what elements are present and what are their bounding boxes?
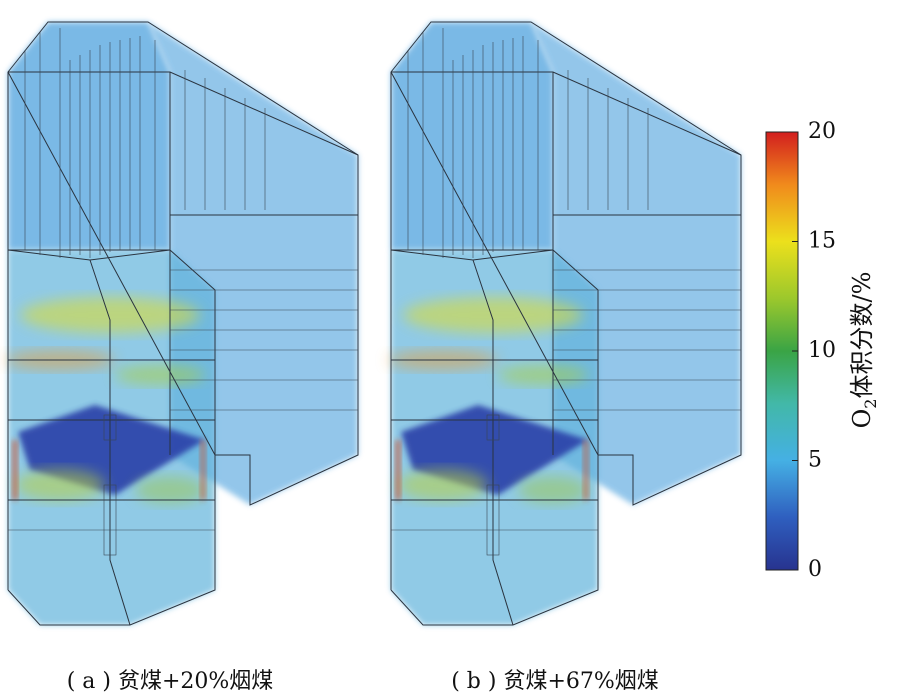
tick-label: 0 <box>808 557 822 582</box>
boiler-a <box>5 22 358 625</box>
tick-label: 5 <box>808 448 822 473</box>
tick-label: 15 <box>808 229 836 254</box>
label-main: O <box>848 409 876 429</box>
label-rest: 体积分数/% <box>848 272 876 399</box>
colorbar-axis: 0 5 10 15 20 <box>792 119 836 582</box>
tick-label: 10 <box>808 338 836 363</box>
label-sub: 2 <box>861 399 880 409</box>
caption: ( a ) 贫煤+20%烟煤 <box>67 669 274 694</box>
boiler-b <box>388 22 741 625</box>
caption: ( b ) 贫煤+67%烟煤 <box>451 669 659 694</box>
colorbar-label: O2体积分数/% <box>848 272 880 429</box>
tick-label: 20 <box>808 119 836 144</box>
